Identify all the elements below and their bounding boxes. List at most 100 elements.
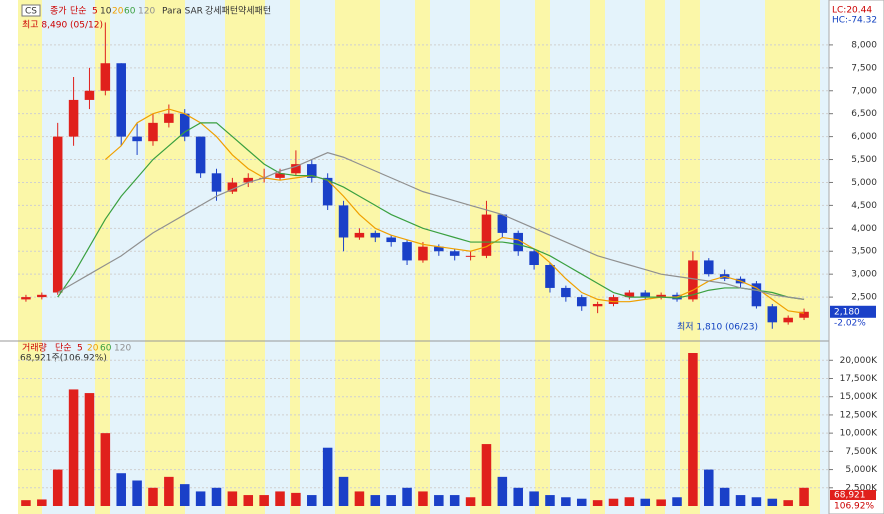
volume-bar (434, 495, 444, 506)
legend-item: 5 (92, 7, 98, 17)
legend-item: 단순 (70, 6, 87, 17)
volume-bar (243, 495, 254, 506)
y-tick-label: 7,500K (845, 447, 878, 457)
hc-label: HC:-74.32 (832, 16, 877, 26)
volume-bar (259, 495, 269, 506)
candle-body (148, 122, 158, 142)
volume-bar (21, 500, 31, 506)
candle-body (799, 311, 809, 318)
legend-item: 5 (77, 344, 83, 354)
last-price: 2,180 (834, 307, 860, 317)
volume-bar (783, 500, 793, 506)
candle-body (497, 214, 508, 233)
last-price-box (830, 305, 876, 318)
candle-body (767, 306, 778, 323)
candle-body (434, 246, 444, 252)
y-tick-label: 5,000 (851, 178, 877, 188)
last-volume-pct: 106.92% (834, 502, 874, 512)
candle-body (545, 265, 555, 288)
candle-body (195, 136, 206, 174)
volume-bar (100, 433, 111, 506)
volume-bar (592, 500, 603, 506)
legend-item: 120 (138, 7, 155, 17)
volume-bar (719, 487, 730, 506)
volume-bar (529, 491, 539, 506)
candle-body (116, 63, 126, 137)
ma-line (104, 108, 805, 314)
volume-bar (322, 447, 333, 506)
candle-body (243, 177, 254, 183)
volume-bar (799, 487, 809, 506)
volume-bar (68, 389, 79, 506)
band (765, 0, 820, 514)
candle-body (21, 297, 31, 300)
candle-body (370, 232, 381, 238)
band (18, 0, 42, 514)
candle-body (608, 297, 619, 304)
volume-bar (338, 476, 349, 506)
band (335, 0, 380, 514)
volume-bar (354, 491, 365, 506)
candle-body (386, 237, 396, 243)
y-tick-label: 15,000K (840, 392, 878, 402)
legend-item: 20 (87, 344, 99, 354)
candle-body (291, 164, 301, 174)
candle-body (84, 90, 95, 100)
candle-body (164, 113, 174, 123)
candle-body (132, 136, 142, 142)
volume-bar (275, 491, 285, 506)
candle-body (52, 136, 63, 293)
volume-bar (449, 495, 460, 506)
band (225, 0, 265, 514)
candle-body (354, 232, 365, 238)
volume-bar (148, 487, 158, 506)
candle-body (513, 232, 523, 252)
candle-body (449, 251, 460, 256)
volume-bar (767, 498, 778, 506)
y-tick-label: 3,000 (851, 270, 877, 280)
y-tick-label: 4,500 (851, 201, 877, 211)
volume-bar (497, 476, 508, 506)
y-tick-label: 12,500K (840, 410, 878, 420)
volume-bar (672, 497, 682, 506)
volume-bar (545, 495, 555, 506)
volume-summary: 68,921주(106.92%) (20, 353, 107, 364)
volume-bar (465, 497, 476, 506)
candle-body (179, 113, 190, 137)
volume-bar (307, 495, 317, 506)
volume-title: 거래량 (22, 342, 47, 354)
volume-bar (561, 497, 571, 506)
low-note: 최저 1,810 (06/23) (677, 322, 758, 333)
band (95, 0, 110, 514)
volume-bar (418, 491, 428, 506)
candle-body (592, 303, 603, 307)
lc-label: LC:20.44 (832, 6, 872, 16)
band (145, 0, 185, 514)
volume-bar (164, 476, 174, 506)
volume-bar (195, 491, 206, 506)
candle-body (227, 182, 238, 192)
high-note: 최고 8,490 (05/12) (22, 20, 103, 31)
candle-body (576, 297, 587, 307)
volume-bar (211, 487, 222, 506)
volume-bar (608, 498, 619, 506)
candle-body (656, 294, 666, 298)
y-tick-label: 10,000K (840, 429, 878, 439)
symbol: CS (25, 7, 37, 17)
y-tick-label: 8,000 (851, 40, 877, 50)
candle-body (402, 242, 412, 261)
ma-line (57, 122, 805, 300)
candle-body (68, 99, 79, 137)
y-axis-area (828, 0, 884, 514)
volume-bar (84, 393, 95, 506)
volume-bar (656, 499, 666, 506)
volume-bar (370, 495, 381, 506)
volume-bar (386, 495, 396, 506)
y-tick-label: 2,500 (851, 293, 877, 303)
candle-body (561, 287, 571, 298)
band (645, 0, 665, 514)
y-tick-label: 7,000 (851, 86, 877, 96)
legend-item: 60 (124, 7, 136, 17)
volume-bar (704, 469, 714, 506)
